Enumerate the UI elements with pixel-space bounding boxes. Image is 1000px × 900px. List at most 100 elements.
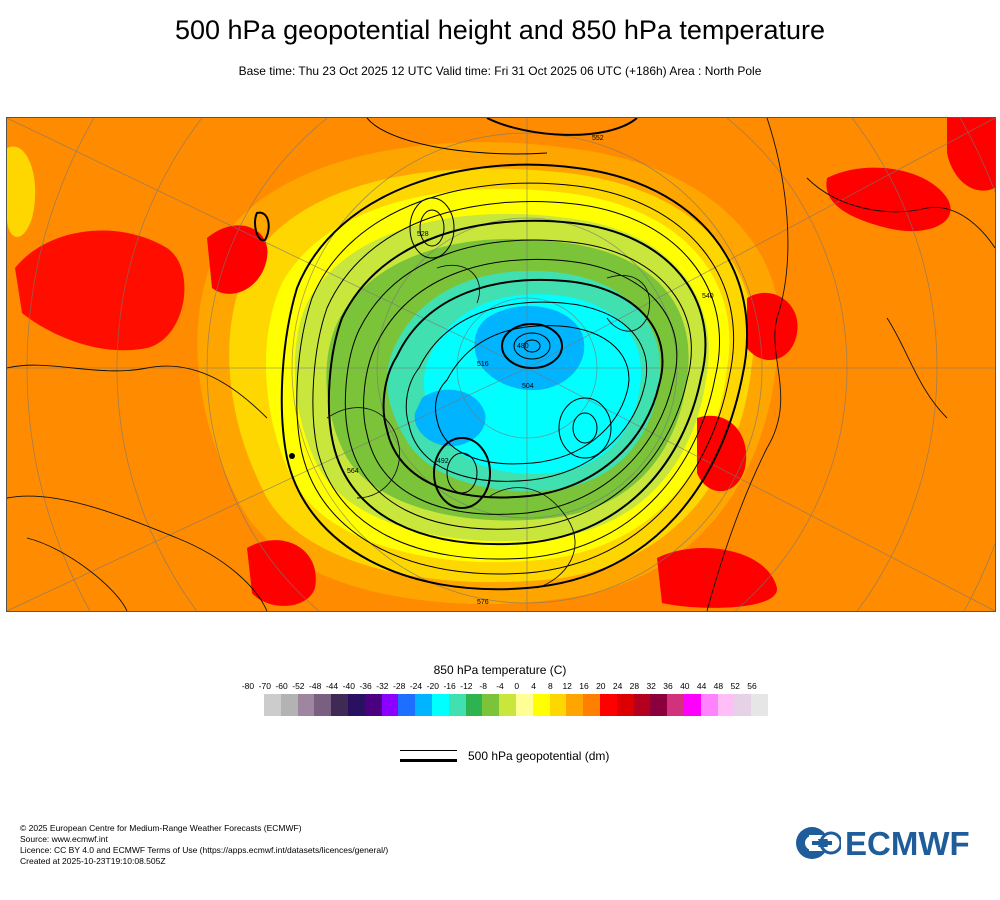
contour-labels: 552 528 516 504 492 480 540 564 576 xyxy=(347,135,714,606)
legend-tick-label: 48 xyxy=(713,681,724,691)
warm-patch-red-n xyxy=(207,225,268,294)
contour-label: 564 xyxy=(347,468,359,475)
contour-label: 528 xyxy=(417,231,429,238)
legend-tick-label: -70 xyxy=(258,681,271,691)
legend-tick-label: 20 xyxy=(596,681,606,691)
warm-patch-red-ne xyxy=(826,167,951,232)
temp-core-m20 xyxy=(474,306,585,391)
legend-swatch xyxy=(448,694,466,716)
legend-tick-label: 36 xyxy=(663,681,673,691)
legend-tick-label: 44 xyxy=(696,681,707,691)
legend-tick-label: -32 xyxy=(376,681,389,691)
geopotential-legend: 500 hPa geopotential (dm) xyxy=(400,748,700,768)
legend-swatch xyxy=(700,694,718,716)
geopotential-contours xyxy=(254,118,748,591)
legend-tick-label: -36 xyxy=(359,681,372,691)
legend-swatch xyxy=(381,694,399,716)
temperature-legend-bar xyxy=(264,694,768,716)
legend-tick-label: 40 xyxy=(680,681,690,691)
footer-line: Licence: CC BY 4.0 and ECMWF Terms of Us… xyxy=(20,845,389,855)
legend-tick-label: 56 xyxy=(747,681,757,691)
geopotential-legend-label: 500 hPa geopotential (dm) xyxy=(468,749,610,763)
coastlines xyxy=(7,118,995,611)
legend-tick-label: -4 xyxy=(496,681,504,691)
footer-line: Created at 2025-10-23T19:10:08.505Z xyxy=(20,856,166,866)
legend-swatch xyxy=(331,694,348,716)
legend-swatch xyxy=(532,694,550,716)
legend-swatch xyxy=(583,694,600,716)
contour-label: 552 xyxy=(592,135,604,142)
legend-tick-label: -8 xyxy=(479,681,487,691)
low-center-marker xyxy=(289,453,295,459)
chart-subtitle: Base time: Thu 23 Oct 2025 12 UTC Valid … xyxy=(238,64,762,78)
legend-tick-label: 32 xyxy=(646,681,656,691)
legend-tick-label: -60 xyxy=(275,681,288,691)
contour-label: 516 xyxy=(477,361,489,368)
contour-label: 504 xyxy=(522,383,534,390)
chart-title: 500 hPa geopotential height and 850 hPa … xyxy=(174,15,825,45)
legend-swatch xyxy=(566,694,584,716)
legend-tick-label: 0 xyxy=(514,681,520,691)
legend-tick-label: -80 xyxy=(241,681,255,691)
legend-tick-label: 4 xyxy=(531,681,536,691)
temperature-legend-ticks: -80 -70 -60 -52 -48 -44 -40 -36 -32 -28 -24 -20 -16-… xyxy=(236,681,766,693)
footer-credits: © 2025 European Centre for Medium-Range … xyxy=(20,823,388,867)
warm-patch-red-corner xyxy=(947,118,995,191)
contour-label: 492 xyxy=(437,458,449,465)
legend-tick-label: -20 xyxy=(426,681,439,691)
legend-swatch xyxy=(499,694,516,716)
legend-swatch xyxy=(667,694,684,716)
legend-swatch xyxy=(314,694,332,716)
legend-swatch xyxy=(549,694,567,716)
geopotential-line-sample xyxy=(400,750,457,762)
contour-label: 576 xyxy=(477,599,489,606)
legend-swatch xyxy=(264,694,281,716)
legend-swatch xyxy=(364,694,382,716)
temperature-legend-title: 850 hPa temperature (C) xyxy=(433,663,567,677)
legend-tick-label: -48 xyxy=(309,681,322,691)
warm-patch-red-se xyxy=(697,415,747,492)
contour-label: 480 xyxy=(517,343,529,350)
legend-tick-label: 16 xyxy=(579,681,589,691)
footer-line: © 2025 European Centre for Medium-Range … xyxy=(20,823,302,833)
legend-tick-label: 52 xyxy=(730,681,740,691)
legend-swatch xyxy=(465,694,483,716)
legend-swatch xyxy=(683,694,701,716)
legend-swatch xyxy=(515,694,533,716)
legend-swatch xyxy=(650,694,668,716)
ecmwf-logo-text: ECMWF xyxy=(845,825,970,862)
legend-swatch xyxy=(297,694,315,716)
temp-patch-edge-w xyxy=(7,146,36,237)
weather-map[interactable]: 552 528 516 504 492 480 540 564 576 xyxy=(6,117,996,612)
legend-tick-label: -16 xyxy=(443,681,456,691)
contour-label: 540 xyxy=(702,293,714,300)
legend-swatch xyxy=(599,694,617,716)
ecmwf-logo-icon xyxy=(796,827,841,859)
ecmwf-logo[interactable]: ECMWF xyxy=(795,825,985,862)
legend-swatch xyxy=(751,694,768,716)
legend-tick-label: -40 xyxy=(342,681,355,691)
legend-swatch xyxy=(616,694,634,716)
legend-tick-label: -12 xyxy=(460,681,473,691)
legend-swatch xyxy=(431,694,449,716)
warm-patch-red-nw xyxy=(15,230,185,351)
legend-swatch xyxy=(347,694,365,716)
legend-swatch xyxy=(717,694,735,716)
legend-swatch xyxy=(415,694,432,716)
temp-core-m20b xyxy=(414,389,486,447)
graticule xyxy=(7,118,995,611)
legend-swatch xyxy=(482,694,500,716)
legend-swatch xyxy=(633,694,651,716)
warm-patch-red-e xyxy=(747,292,798,360)
legend-tick-label: 12 xyxy=(562,681,572,691)
legend-tick-label: -52 xyxy=(292,681,305,691)
legend-tick-label: -24 xyxy=(409,681,423,691)
legend-swatch xyxy=(280,694,298,716)
footer-line: Source: www.ecmwf.int xyxy=(20,834,108,844)
legend-tick-label: 8 xyxy=(548,681,553,691)
legend-tick-label: 28 xyxy=(629,681,640,691)
legend-tick-label: -44 xyxy=(325,681,339,691)
legend-swatch xyxy=(734,694,752,716)
map-canvas: 552 528 516 504 492 480 540 564 576 xyxy=(7,118,995,611)
legend-swatch xyxy=(398,694,416,716)
